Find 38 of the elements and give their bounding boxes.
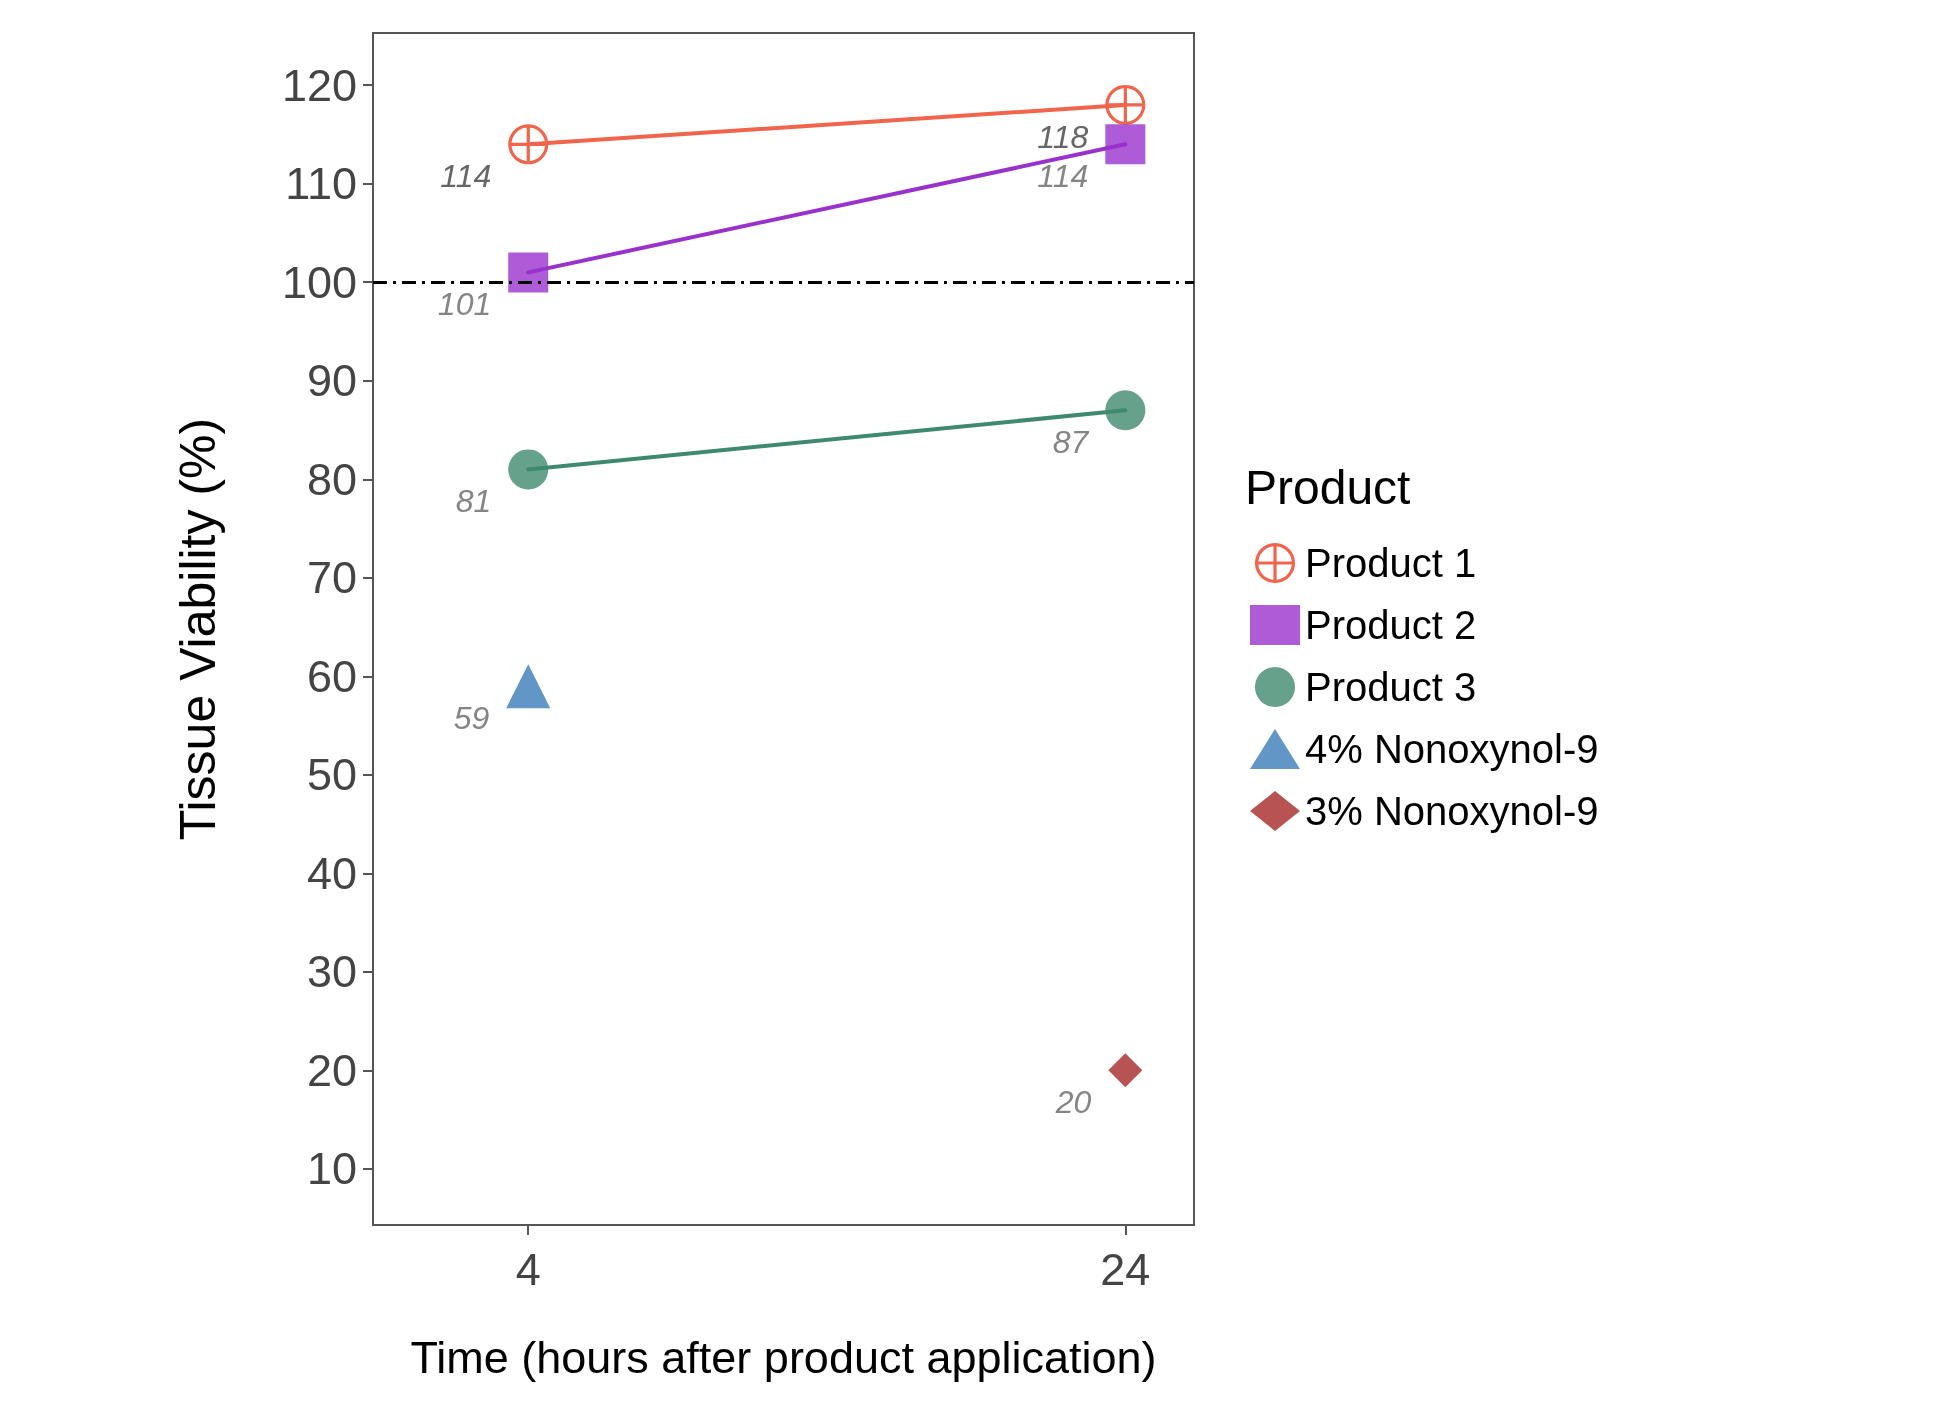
legend-label: Product 1	[1305, 541, 1477, 585]
x-axis-title: Time (hours after product application)	[410, 1332, 1157, 1383]
point	[1105, 390, 1146, 431]
legend-title: Product	[1245, 460, 1411, 514]
point	[509, 125, 547, 163]
point	[1106, 86, 1144, 124]
legend-label: Product 3	[1305, 665, 1477, 709]
data-label: 59	[453, 700, 490, 737]
legend-label: 3% Nonoxynol-9	[1305, 789, 1599, 833]
y-tick-label: 30	[306, 946, 357, 998]
y-tick-label: 90	[306, 355, 357, 407]
legend-label: Product 2	[1305, 603, 1477, 647]
point	[506, 664, 551, 709]
y-tick-label: 10	[306, 1143, 357, 1195]
y-tick-label: 20	[306, 1044, 357, 1096]
data-label: 114	[440, 158, 492, 195]
data-label: 20	[1054, 1084, 1092, 1121]
point	[508, 449, 549, 490]
point	[1108, 1053, 1143, 1088]
y-tick-label: 50	[306, 749, 357, 801]
y-axis-title: Tissue Viability (%)	[170, 417, 226, 841]
point	[508, 252, 549, 293]
data-label: 101	[437, 286, 492, 323]
y-tick-label: 110	[285, 158, 357, 210]
y-tick-label: 60	[306, 650, 357, 702]
data-label: 81	[455, 483, 492, 520]
y-tick-label: 70	[306, 552, 357, 604]
x-tick-label: 4	[515, 1244, 541, 1295]
data-label: 114	[1037, 158, 1089, 195]
x-tick-label: 24	[1100, 1244, 1151, 1295]
data-label: 118	[1037, 118, 1089, 155]
y-tick-label: 120	[281, 59, 357, 111]
y-tick-label: 40	[306, 847, 357, 899]
legend-label: 4% Nonoxynol-9	[1305, 727, 1599, 771]
y-tick-label: 80	[306, 453, 357, 505]
data-label: 87	[1052, 424, 1090, 461]
point	[1105, 124, 1146, 165]
y-tick-label: 100	[281, 256, 357, 308]
